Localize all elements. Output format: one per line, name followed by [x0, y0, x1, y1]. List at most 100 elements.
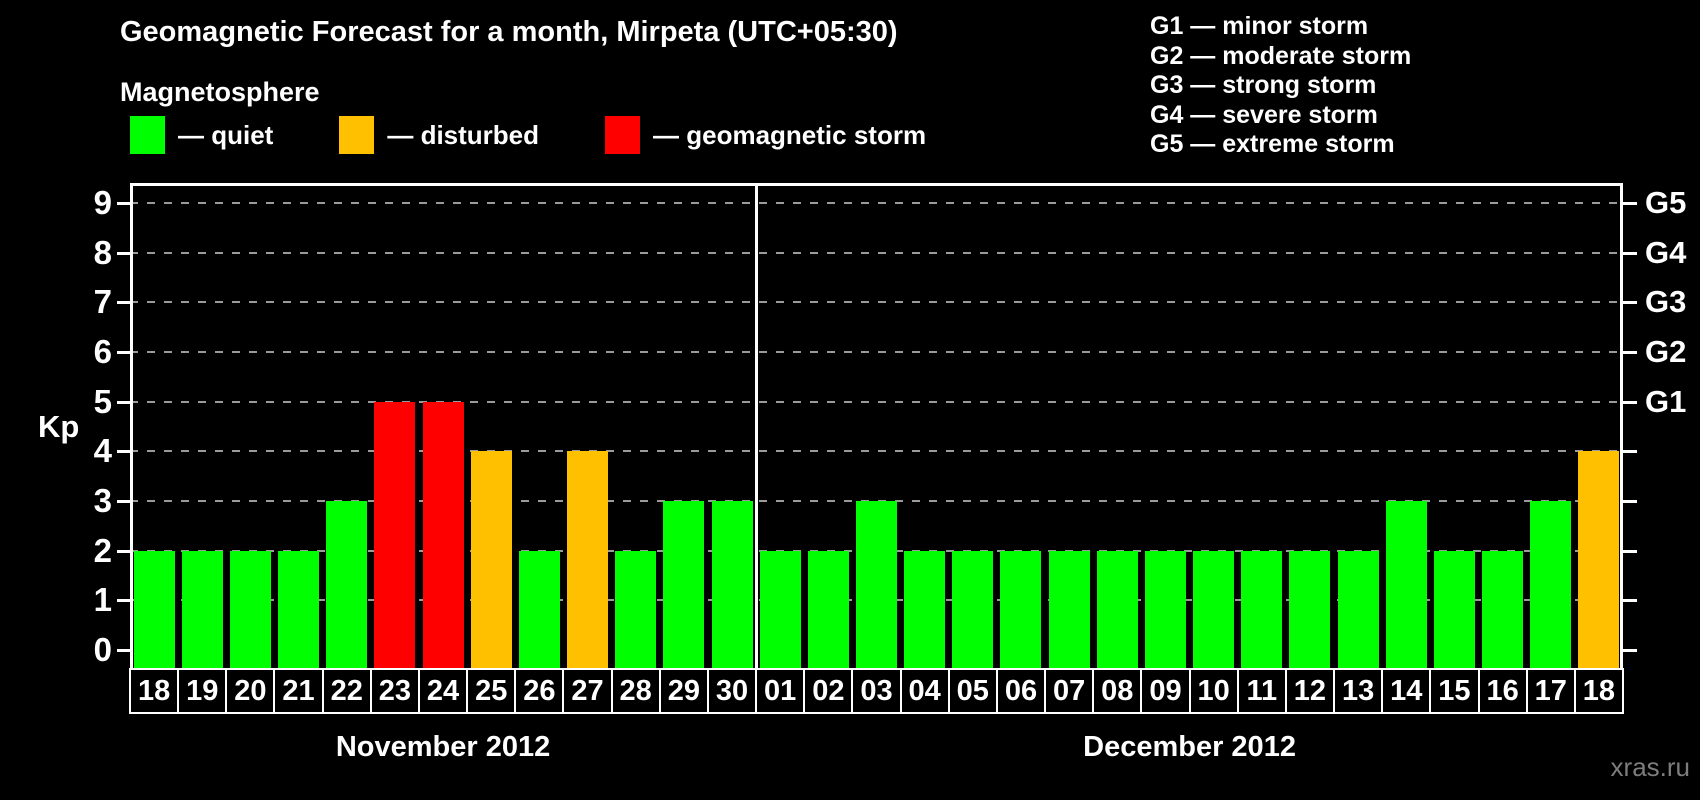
y-axis-tick-0 [117, 649, 130, 652]
kp-bar-november-21 [278, 550, 320, 668]
y-axis-tick-7 [117, 301, 130, 305]
legend-label-2: — geomagnetic storm [653, 119, 927, 150]
right-axis-tick-3 [1623, 500, 1637, 503]
legend-label-0: — quiet [178, 119, 274, 150]
x-label-november-21: 21 [273, 668, 324, 714]
x-label-december-18: 18 [1573, 668, 1624, 714]
y-axis-tick-9 [117, 202, 130, 205]
kp-bar-november-29 [663, 501, 705, 668]
x-label-december-15: 15 [1429, 668, 1480, 714]
g-legend-line-4: G4 — severe storm [1150, 100, 1378, 129]
right-axis-tick-4 [1623, 450, 1637, 454]
kp-bar-december-12 [1289, 550, 1331, 668]
y-axis-tick-3 [117, 500, 130, 503]
legend-swatch-1 [339, 116, 375, 154]
x-label-november-30: 30 [706, 668, 758, 714]
x-label-november-27: 27 [562, 668, 613, 714]
x-label-december-06: 06 [995, 668, 1047, 714]
y-axis-tick-5 [117, 400, 130, 404]
x-label-december-07: 07 [1044, 668, 1095, 714]
right-axis-tick-0 [1623, 649, 1637, 652]
chart-title: Geomagnetic Forecast for a month, Mirpet… [120, 16, 898, 48]
g-legend-line-3: G3 — strong storm [1150, 71, 1377, 99]
y-axis-label-1: 1 [93, 581, 112, 619]
kp-bar-november-30 [711, 501, 753, 668]
right-axis-tick-5 [1623, 400, 1637, 404]
right-axis-tick-1 [1623, 599, 1637, 603]
magnetosphere-heading: Magnetosphere [120, 77, 320, 107]
kp-bar-november-26 [518, 550, 560, 668]
kp-bar-december-06 [1000, 550, 1042, 668]
x-label-december-13: 13 [1333, 668, 1384, 714]
x-label-december-09: 09 [1140, 668, 1191, 714]
gridline-kp-8 [130, 251, 1623, 254]
kp-bar-november-24 [422, 401, 464, 668]
legend-item-0: — quiet [130, 116, 273, 154]
kp-bar-december-15 [1433, 550, 1475, 668]
kp-bar-december-02 [807, 550, 849, 668]
x-label-december-14: 14 [1381, 668, 1432, 714]
x-label-november-23: 23 [369, 668, 420, 714]
y-axis-label-8: 8 [93, 233, 112, 271]
watermark: xras.ru [1610, 752, 1690, 782]
kp-bar-december-16 [1482, 550, 1524, 668]
x-label-november-20: 20 [225, 668, 276, 714]
kp-bar-december-18 [1578, 451, 1620, 668]
legend-label-1: — disturbed [387, 119, 540, 150]
kp-bar-december-13 [1337, 550, 1379, 668]
kp-bar-november-19 [181, 550, 223, 668]
g-legend-line-1: G1 — minor storm [1150, 12, 1369, 40]
kp-bar-december-05 [952, 550, 994, 668]
x-label-december-03: 03 [851, 668, 902, 714]
y-axis-label-5: 5 [93, 382, 112, 420]
y-axis-title: Kp [38, 409, 80, 444]
kp-bar-november-25 [470, 451, 512, 668]
y-axis-tick-1 [117, 599, 130, 603]
g-scale-label-g5: G5 [1645, 185, 1687, 220]
x-label-november-25: 25 [466, 668, 517, 714]
gridline-kp-7 [130, 301, 1623, 304]
g-scale-label-g1: G1 [1645, 383, 1687, 419]
kp-bar-december-04 [904, 550, 946, 668]
x-label-december-16: 16 [1477, 668, 1528, 714]
g-legend-line-5: G5 — extreme storm [1150, 130, 1395, 158]
x-label-december-10: 10 [1188, 668, 1239, 714]
x-label-november-18: 18 [129, 668, 180, 714]
month-label-december-2012: December 2012 [1083, 731, 1296, 763]
month-divider-line-0 [754, 183, 758, 668]
y-axis-label-7: 7 [93, 283, 112, 321]
y-axis-label-4: 4 [93, 432, 112, 470]
kp-bar-december-03 [856, 501, 897, 668]
kp-bar-december-08 [1096, 550, 1138, 668]
x-label-november-19: 19 [177, 668, 228, 714]
magnetosphere-legend: — quiet — disturbed — geomagnetic storm [130, 116, 926, 154]
g-scale-label-g3: G3 [1645, 284, 1687, 320]
x-label-december-04: 04 [899, 668, 950, 714]
kp-bar-november-28 [615, 550, 657, 668]
kp-bar-december-10 [1193, 550, 1235, 668]
kp-bar-november-27 [567, 451, 609, 668]
gridline-kp-9 [130, 202, 1623, 204]
y-axis-label-3: 3 [93, 482, 112, 519]
x-label-december-02: 02 [803, 668, 854, 714]
right-axis-tick-9 [1623, 202, 1637, 205]
legend-item-1: — disturbed [339, 116, 539, 154]
g-scale-label-g4: G4 [1645, 234, 1687, 270]
right-axis-tick-7 [1623, 301, 1637, 305]
gridline-kp-4 [130, 450, 1623, 453]
kp-bar-december-17 [1530, 501, 1572, 668]
x-label-december-05: 05 [947, 668, 998, 714]
legend-item-2: — geomagnetic storm [605, 116, 926, 154]
kp-bar-december-01 [759, 550, 801, 668]
y-axis-tick-4 [117, 450, 130, 454]
y-axis-tick-8 [117, 251, 130, 255]
gridline-kp-6 [130, 351, 1623, 353]
legend-swatch-2 [605, 116, 641, 154]
x-label-november-26: 26 [514, 668, 565, 714]
y-axis-label-2: 2 [93, 531, 112, 569]
legend-swatch-0 [130, 116, 165, 154]
right-axis-tick-6 [1623, 351, 1637, 354]
x-label-december-11: 11 [1236, 668, 1287, 714]
kp-bar-november-18 [133, 550, 175, 668]
